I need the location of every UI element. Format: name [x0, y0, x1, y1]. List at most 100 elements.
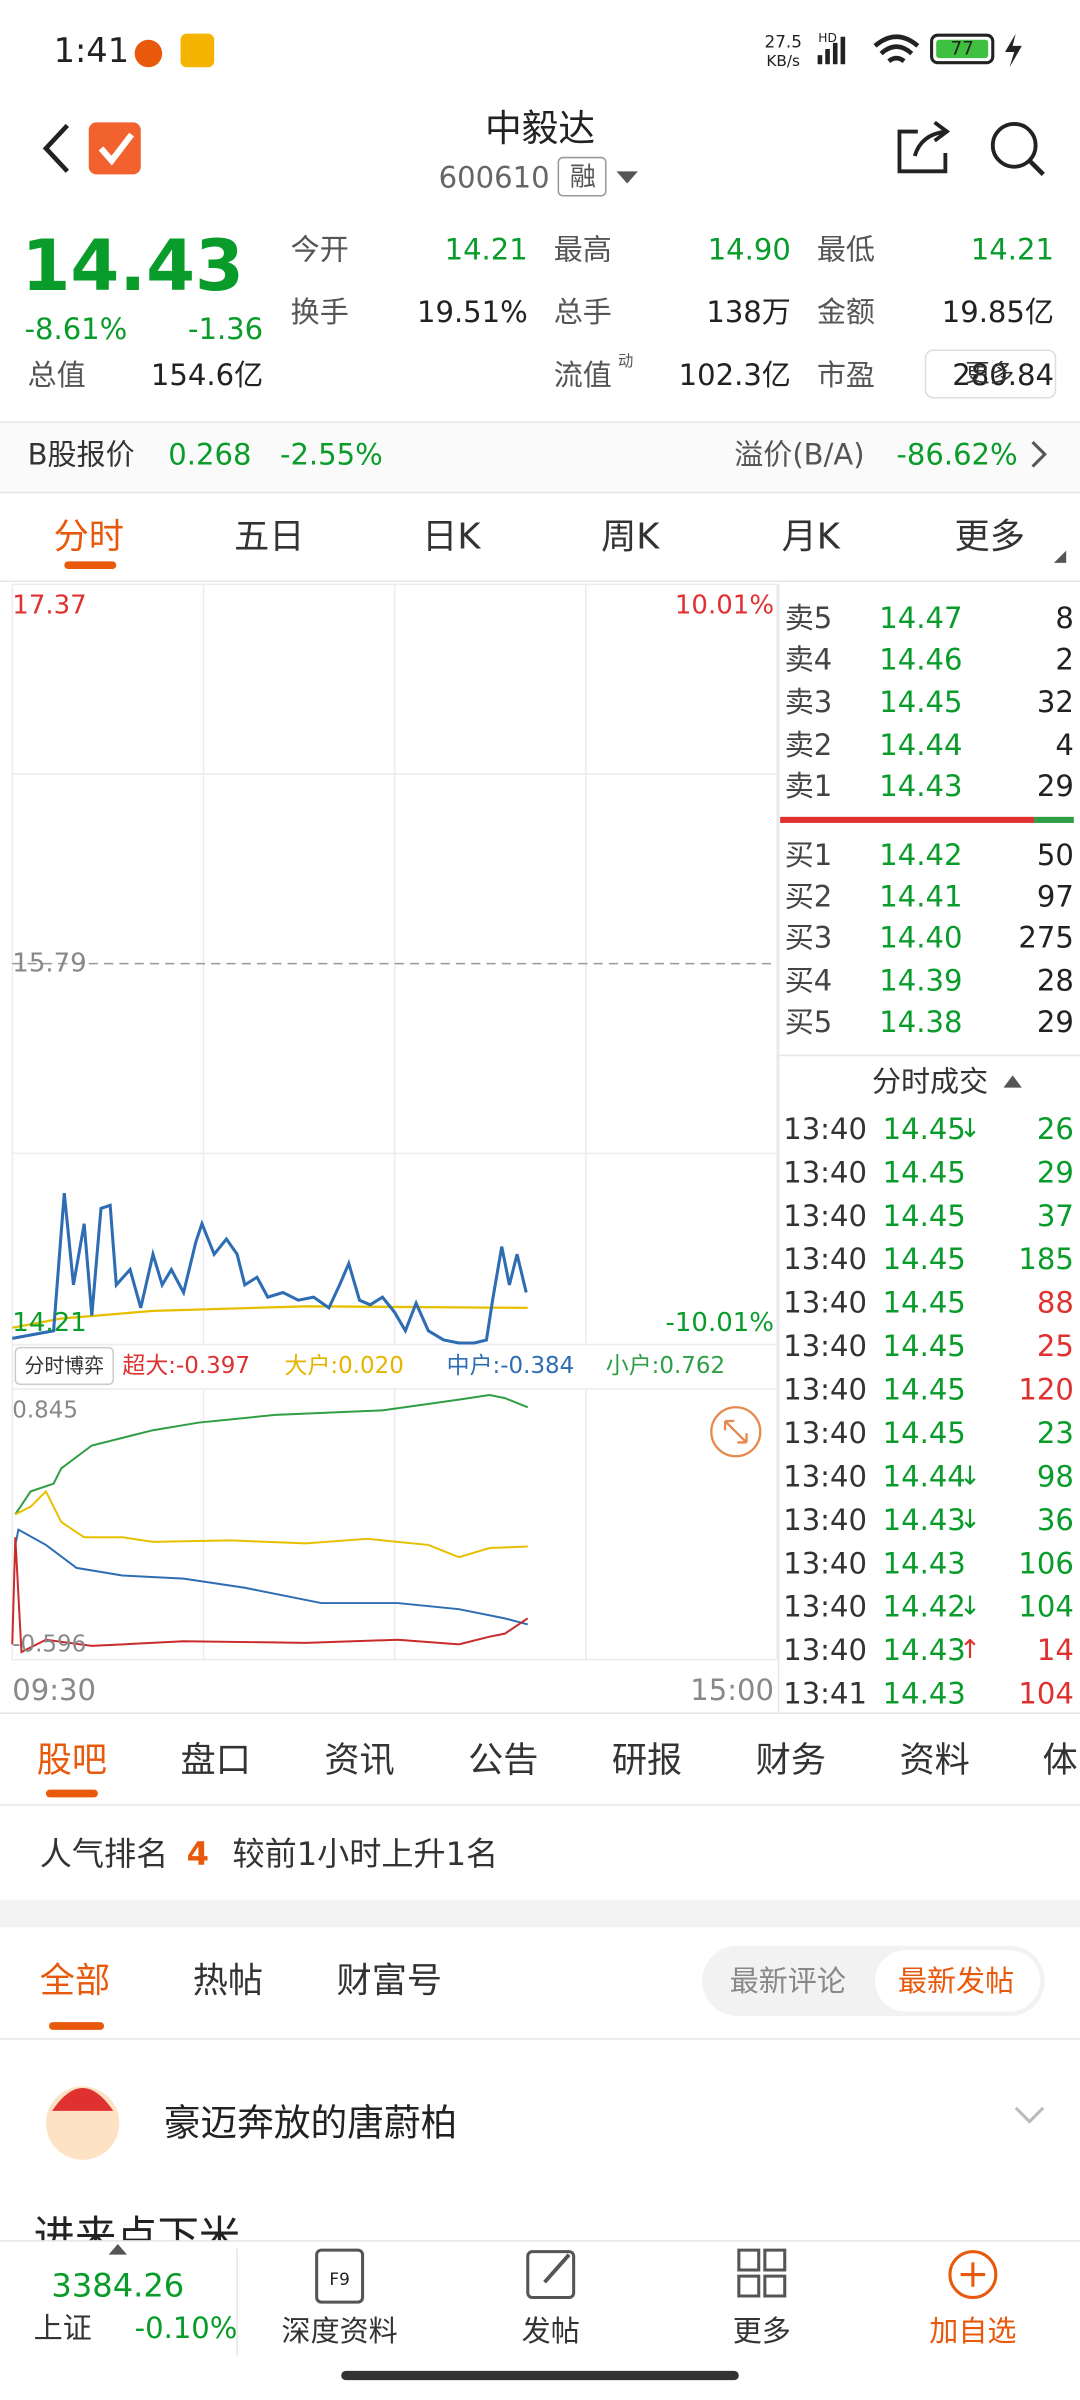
book-label: 买2	[785, 879, 833, 913]
section-gap	[0, 1899, 1080, 1928]
stock-code: 600610	[439, 160, 550, 194]
trade-arrow: ↓	[959, 1114, 981, 1144]
dropdown-arrow[interactable]	[616, 171, 638, 184]
chart-tab[interactable]: 五日	[234, 516, 304, 557]
chart-tab[interactable]: 日K	[422, 516, 481, 557]
trade-volume: 23	[1037, 1416, 1074, 1450]
chart-tab[interactable]: 周K	[601, 516, 660, 557]
divider	[777, 584, 1080, 1714]
bottom-item[interactable]: 加自选	[929, 2314, 1016, 2348]
bottom-item[interactable]: 更多	[733, 2314, 791, 2348]
book-label: 买3	[785, 921, 833, 955]
net-speed: 27.5	[764, 31, 801, 51]
trade-volume: 106	[1018, 1546, 1073, 1580]
post-icon	[526, 2250, 576, 2300]
signal-icon	[817, 36, 846, 65]
trade-price: 14.43	[883, 1633, 966, 1667]
grid-icon	[737, 2248, 787, 2298]
trade-time: 13:40	[783, 1633, 867, 1667]
axis-label: 15.79	[12, 949, 86, 979]
chart-tab[interactable]: 分时	[54, 516, 124, 557]
sub-tab[interactable]: 全部	[40, 1960, 110, 2001]
book-volume: 29	[1037, 769, 1074, 803]
nav-tab[interactable]: 盘口	[181, 1740, 251, 1781]
trade-price: 14.45	[883, 1199, 966, 1233]
book-price: 14.39	[879, 963, 962, 997]
expand-chevron[interactable]	[1014, 2106, 1045, 2124]
back-button[interactable]	[42, 123, 70, 173]
time-label: 15:00	[690, 1673, 774, 1707]
bottom-item[interactable]: 发帖	[522, 2314, 580, 2348]
share-button[interactable]	[897, 120, 951, 174]
avatar-hat	[52, 2087, 114, 2111]
book-label: 买1	[785, 838, 833, 872]
bottom-item[interactable]: 深度资料	[282, 2314, 398, 2348]
nav-tab[interactable]: 财务	[756, 1740, 826, 1781]
more-button[interactable]	[924, 349, 1057, 399]
nav-tab[interactable]: 公告	[468, 1740, 538, 1781]
axis-label: 10.01%	[675, 591, 774, 621]
b-share-row	[0, 422, 1080, 493]
nav-tab[interactable]: 股吧	[37, 1740, 107, 1781]
trade-time: 13:40	[783, 1546, 867, 1580]
search-handle	[1027, 158, 1045, 177]
watch-badge[interactable]	[88, 122, 141, 175]
trade-volume: 29	[1037, 1155, 1074, 1189]
stat-label: 市盈	[817, 358, 875, 392]
chart-tab[interactable]: 更多	[955, 516, 1025, 557]
sort-option[interactable]: 最新评论	[730, 1964, 846, 1998]
app-icon	[134, 39, 163, 68]
book-price: 14.42	[879, 838, 962, 872]
stat-label: 最高	[554, 232, 612, 266]
book-label: 卖2	[785, 728, 833, 762]
trade-price: 14.45	[883, 1242, 966, 1276]
trade-volume: 36	[1037, 1503, 1074, 1537]
flow-line	[11, 1537, 529, 1654]
flow-tag: 分时博弈	[25, 1354, 105, 1377]
b-share-label: B股报价	[28, 437, 135, 471]
battery-level	[936, 39, 989, 59]
tag-box	[557, 156, 607, 197]
trade-volume: 104	[1018, 1590, 1073, 1624]
sub-tab[interactable]: 热帖	[193, 1960, 263, 2001]
sub-tab[interactable]: 财富号	[337, 1960, 443, 2001]
trade-volume: 26	[1037, 1112, 1074, 1146]
net-unit: KB/s	[766, 52, 800, 70]
nav-tab[interactable]: 体	[1042, 1740, 1077, 1781]
axis-label: 14.21	[12, 1308, 86, 1338]
plus	[960, 2262, 986, 2287]
trade-time: 13:40	[783, 1416, 867, 1450]
trade-volume: 88	[1037, 1286, 1074, 1320]
tab-indicator	[64, 561, 117, 570]
book-price: 14.40	[879, 921, 962, 955]
index-value: 3384.26	[51, 2266, 184, 2304]
nav-tab[interactable]: 资讯	[324, 1740, 394, 1781]
stat-value: 280.84	[952, 358, 1054, 392]
search-button[interactable]	[990, 121, 1038, 169]
index-change: -0.10%	[135, 2311, 238, 2345]
change: -1.36	[188, 312, 263, 346]
sort-option[interactable]: 最新发帖	[898, 1964, 1014, 1998]
more-button-label[interactable]: 更多	[965, 359, 1014, 388]
nav-tab[interactable]: 研报	[612, 1740, 682, 1781]
post-user[interactable]: 豪迈奔放的唐蔚柏	[164, 2102, 458, 2145]
trade-volume: 185	[1018, 1242, 1073, 1276]
flow-label: 大户:0.020	[285, 1353, 404, 1379]
stat-value: 14.90	[708, 232, 791, 266]
stat-value: 138万	[706, 295, 790, 329]
chart-tab[interactable]: 月K	[782, 516, 841, 557]
book-label: 卖5	[785, 601, 833, 635]
expand-button[interactable]	[710, 1406, 762, 1458]
trade-volume: 98	[1037, 1459, 1074, 1493]
home-indicator	[341, 2370, 739, 2381]
rank-label: 人气排名	[40, 1835, 168, 1873]
stat-label: 总手	[554, 295, 612, 329]
battery-level: 77	[951, 38, 974, 59]
stat-label: 总值	[28, 358, 86, 392]
nav-tab[interactable]: 资料	[899, 1740, 969, 1781]
book-price: 14.41	[879, 879, 962, 913]
app-icon	[180, 33, 215, 68]
flow-line	[14, 1489, 528, 1559]
book-volume: 4	[1055, 728, 1073, 762]
